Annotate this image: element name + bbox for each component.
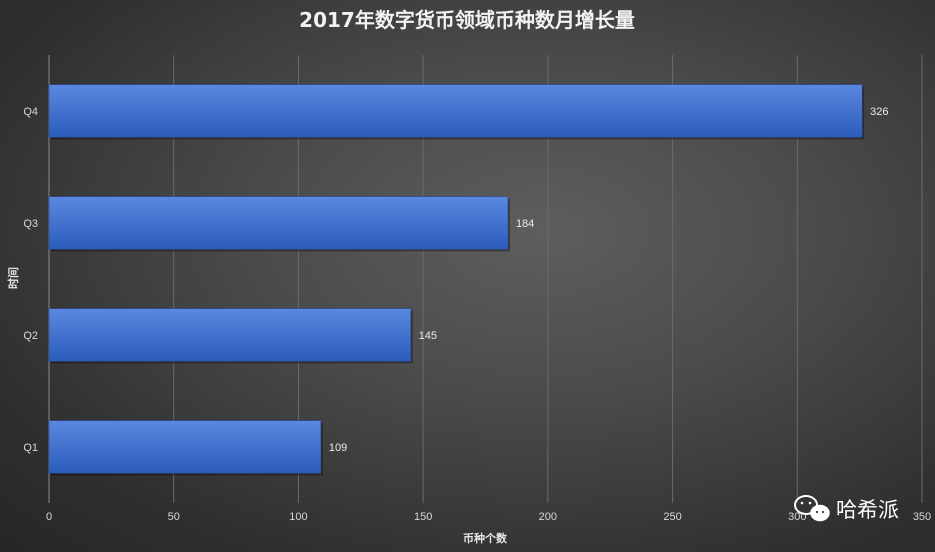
x-tick-labels: 0 50 100 150 200 250 300 350: [46, 511, 931, 523]
y-tick-label-q1: Q1: [23, 442, 38, 454]
y-axis-title: 时间: [6, 267, 20, 289]
x-tick-label: 300: [788, 511, 806, 523]
watermark: 哈希派: [794, 495, 899, 522]
data-label-q3: 184: [516, 218, 534, 230]
data-label-q1: 109: [329, 442, 347, 454]
data-label-q2: 145: [419, 330, 437, 342]
wechat-icon: [794, 495, 830, 522]
data-label-q4: 326: [870, 106, 888, 118]
x-tick-label: 200: [539, 511, 557, 523]
bar-q2: [48, 308, 411, 362]
watermark-text: 哈希派: [836, 498, 899, 522]
x-tick-label: 100: [289, 511, 307, 523]
y-tick-labels: Q1 Q2 Q3 Q4: [23, 106, 38, 454]
bar-q1: [48, 420, 322, 474]
y-tick-label-q3: Q3: [23, 218, 38, 230]
bars: [48, 84, 865, 476]
bar-q3: [48, 196, 509, 250]
x-tick-label: 150: [414, 511, 432, 523]
y-tick-label-q4: Q4: [23, 106, 38, 118]
x-tick-label: 50: [168, 511, 180, 523]
x-tick-label: 0: [46, 511, 52, 523]
data-labels: 109 145 184 326: [329, 106, 889, 454]
y-tick-label-q2: Q2: [23, 330, 38, 342]
chart-title: 2017年数字货币领域币种数月增长量: [299, 8, 635, 32]
x-tick-label: 350: [913, 511, 931, 523]
x-axis-title: 币种个数: [463, 531, 508, 545]
bar-q4: [48, 84, 863, 138]
x-tick-label: 250: [663, 511, 681, 523]
